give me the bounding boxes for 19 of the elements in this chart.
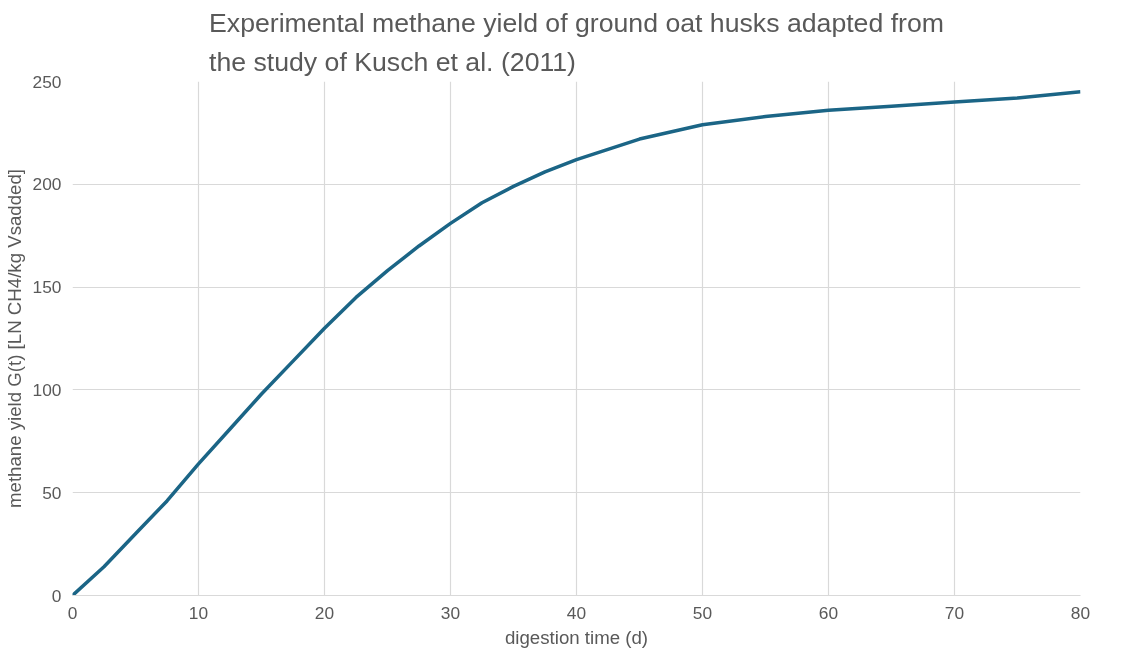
y-axis-title: methane yield G(t) [LN CH4/kg Vsadded] bbox=[3, 168, 25, 509]
y-tick-label: 100 bbox=[32, 379, 62, 400]
y-tick-label: 0 bbox=[51, 585, 62, 606]
x-tick-label: 10 bbox=[188, 602, 209, 623]
x-tick-label: 30 bbox=[440, 602, 461, 623]
x-tick-label: 80 bbox=[1070, 602, 1091, 623]
y-tick-label: 200 bbox=[32, 174, 62, 195]
y-tick-label: 50 bbox=[42, 482, 62, 503]
y-tick-label: 250 bbox=[32, 71, 62, 92]
chart-title: Experimental methane yield of ground oat husks adapted from the study of Kusch et al. (2011) bbox=[209, 7, 944, 77]
x-axis-title: digestion time (d) bbox=[504, 626, 649, 648]
y-tick-label: 150 bbox=[32, 277, 62, 298]
x-tick-label: 70 bbox=[944, 602, 965, 623]
x-tick-label: 50 bbox=[692, 602, 713, 623]
x-tick-label: 40 bbox=[566, 602, 587, 623]
x-tick-label: 60 bbox=[818, 602, 839, 623]
x-tick-label: 0 bbox=[67, 602, 78, 623]
line-series bbox=[72, 90, 1081, 596]
x-tick-label: 20 bbox=[314, 602, 335, 623]
